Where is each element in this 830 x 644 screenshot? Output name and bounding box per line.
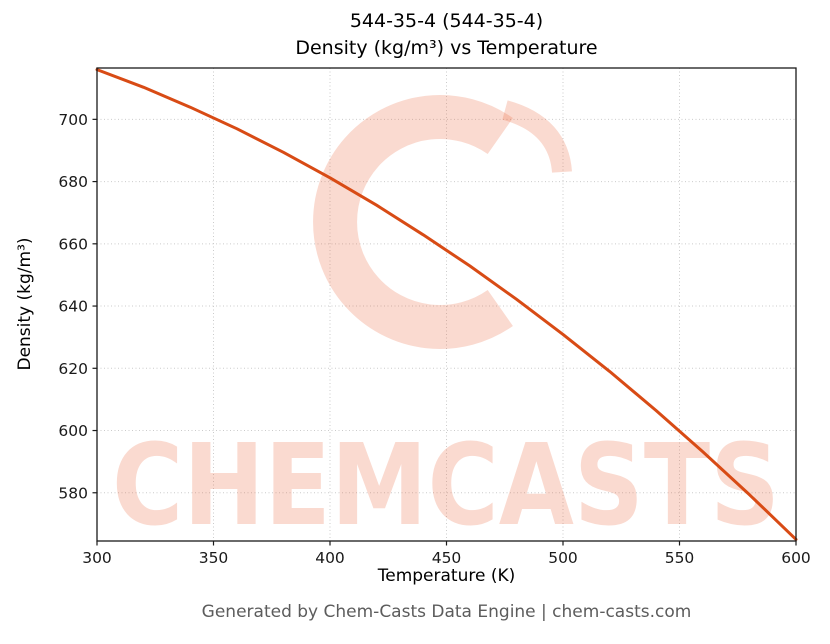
y-tick-label: 660 <box>58 235 88 253</box>
y-tick-label: 620 <box>58 360 88 378</box>
density-curve <box>95 68 798 541</box>
y-axis-label: Density (kg/m³) <box>15 237 35 371</box>
y-tick-label: 580 <box>58 484 88 502</box>
footer-text: Generated by Chem-Casts Data Engine | ch… <box>201 602 692 622</box>
x-axis-label: Temperature (K) <box>377 566 516 586</box>
watermark-text: CHEMCASTS <box>112 421 780 551</box>
chart-title: 544-35-4 (544-35-4) <box>349 10 544 32</box>
plot-border <box>96 67 797 542</box>
axes-layer: 300 350 400 450 500 550 600 580 600 620 640 660 680 7… <box>58 67 811 567</box>
x-tick-label: 300 <box>82 549 112 567</box>
x-tick-label: 600 <box>781 549 811 567</box>
y-tick-label: 600 <box>58 422 88 440</box>
chemcasts-logo-watermark-icon <box>313 95 513 349</box>
x-tick-label: 350 <box>199 549 229 567</box>
y-tick-label: 700 <box>58 111 88 129</box>
chart-subtitle: Density (kg/m³) vs Temperature <box>295 37 598 59</box>
x-tick-label: 550 <box>665 549 695 567</box>
y-tick-label: 680 <box>58 173 88 191</box>
y-tick-label: 640 <box>58 298 88 316</box>
chemcasts-logo-swoosh-icon <box>502 100 572 174</box>
x-tick-label: 450 <box>432 549 462 567</box>
x-tick-label: 400 <box>315 549 345 567</box>
curve-layer <box>95 68 798 541</box>
watermark-layer: CHEMCASTS <box>112 95 780 551</box>
x-tick-label: 500 <box>548 549 578 567</box>
